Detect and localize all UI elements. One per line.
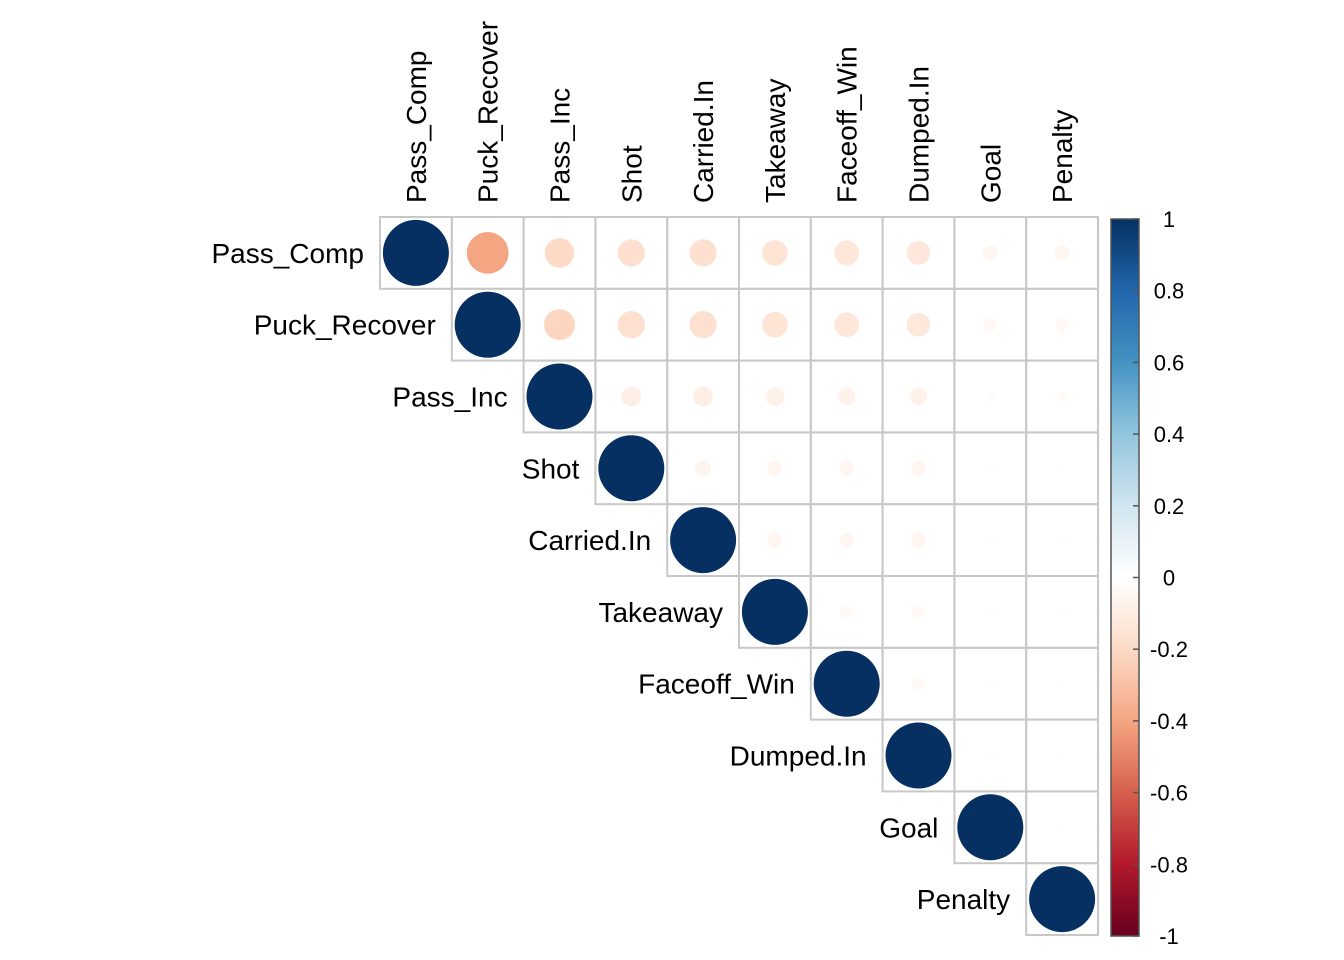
correlation-circle-Takeaway-Takeaway [741,578,808,645]
correlation-circle-Carried.In-Carried.In [670,507,737,574]
row-label: Takeaway [598,597,723,628]
column-label: Pass_Comp [401,50,432,203]
correlation-circle-Pass_Inc-Faceoff_Win [837,387,856,406]
row-label: Goal [879,812,938,843]
variable-labels: Pass_Comp Pass_Comp Puck_Recover Puck_Recov… [211,21,1078,915]
column-label: Pass_Inc [545,88,576,203]
colorbar-tick-label: 0.4 [1154,422,1185,447]
correlation-circle-Dumped.In-Dumped.In [885,722,952,789]
correlation-circle-Pass_Inc-Pass_Inc [526,363,593,430]
correlation-circle-Pass_Comp-Faceoff_Win [834,240,860,266]
colorbar-tick-label: -1 [1159,924,1179,949]
column-label: Takeaway [760,78,791,203]
correlation-circle-Takeaway-Penalty [1058,608,1066,616]
colorbar-legend: 1 0.8 0.6 0.4 0.2 0 -0.2 -0.4 -0.6 -0.8 -1 [1110,207,1188,949]
correlation-circle-Faceoff_Win-Faceoff_Win [813,650,880,717]
column-label: Dumped.In [904,66,935,203]
correlation-circle-Pass_Inc-Goal [985,391,995,402]
correlation-circles [382,219,1096,933]
column-label: Penalty [1047,110,1078,203]
correlation-circle-Shot-Shot [598,435,665,502]
colorbar-tick-label: -0.2 [1150,637,1188,662]
correlation-circle-Carried.In-Goal [987,536,994,544]
correlation-circle-Pass_Inc-Takeaway [765,387,785,406]
correlation-circle-Pass_Comp-Pass_Inc [544,238,575,268]
correlation-circle-Dumped.In-Penalty [1058,752,1066,759]
correlation-circle-Puck_Recover-Faceoff_Win [834,312,860,338]
correlation-circle-Pass_Inc-Dumped.In [909,387,928,406]
correlation-circle-Puck_Recover-Goal [983,318,997,332]
correlation-circle-Carried.In-Faceoff_Win [839,532,855,548]
grid-cell [1025,862,1099,937]
correlation-circle-Pass_Comp-Shot [617,239,645,267]
colorbar-tick-label: -0.8 [1150,852,1188,877]
correlation-circle-Pass_Comp-Carried.In [689,239,717,267]
row-label: Faceoff_Win [638,669,795,700]
correlation-circle-Pass_Comp-Puck_Recover [466,232,509,274]
correlation-circle-Puck_Recover-Carried.In [689,311,717,339]
correlation-circle-Takeaway-Faceoff_Win [840,605,854,619]
correlation-circle-Pass_Comp-Goal [982,245,998,261]
correlation-circle-Shot-Takeaway [767,460,783,476]
correlation-circle-Puck_Recover-Takeaway [762,311,788,338]
correlation-circle-Pass_Inc-Carried.In [693,386,713,407]
row-label: Carried.In [528,525,651,556]
correlation-circle-Dumped.In-Goal [987,752,994,759]
colorbar-tick-label: 0.2 [1154,494,1185,519]
correlation-circle-Shot-Penalty [1058,465,1066,472]
correlation-circle-Pass_Inc-Penalty [1057,391,1067,402]
correlation-circle-Carried.In-Takeaway [767,532,783,548]
grid [379,216,1099,937]
correlation-circle-Puck_Recover-Puck_Recover [454,291,521,358]
correlation-circle-Shot-Dumped.In [911,460,926,476]
correlation-circle-Pass_Comp-Dumped.In [906,241,931,265]
colorbar-tick-label: -0.4 [1150,709,1188,734]
correlation-circle-Faceoff_Win-Goal [987,680,994,687]
colorbar-tick-label: 0.8 [1154,279,1185,304]
correlation-circle-Shot-Faceoff_Win [839,460,855,476]
row-label: Puck_Recover [254,310,436,341]
column-label: Goal [975,144,1006,203]
column-label: Puck_Recover [473,21,504,203]
correlation-circle-Faceoff_Win-Penalty [1058,680,1066,687]
correlation-circle-Shot-Carried.In [695,460,712,477]
correlation-circle-Shot-Goal [987,465,994,472]
correlation-circle-Goal-Goal [957,794,1024,861]
colorbar-ticks: 1 0.8 0.6 0.4 0.2 0 -0.2 -0.4 -0.6 -0.8 -1 [1133,207,1188,949]
correlation-circle-Carried.In-Penalty [1058,536,1066,544]
row-label: Pass_Inc [392,382,507,413]
correlation-circle-Puck_Recover-Shot [617,311,645,339]
row-label: Pass_Comp [211,238,364,269]
colorbar-tick-label: 0.6 [1154,350,1185,375]
correlation-circle-Puck_Recover-Penalty [1055,318,1069,332]
correlation-circle-Takeaway-Goal [987,608,994,616]
correlation-circle-Pass_Comp-Takeaway [762,240,788,266]
colorbar-tick-label: 1 [1163,207,1175,232]
colorbar-tick-label: 0 [1163,566,1175,591]
correlation-circle-Penalty-Penalty [1029,866,1096,933]
row-label: Shot [522,453,580,484]
correlation-circle-Goal-Penalty [1058,824,1066,831]
correlation-circle-Carried.In-Dumped.In [911,532,926,548]
correlation-circle-Puck_Recover-Pass_Inc [544,309,575,341]
correlation-circle-Takeaway-Dumped.In [911,605,926,619]
column-label: Faceoff_Win [832,46,863,203]
column-label: Shot [616,145,647,203]
column-label: Carried.In [688,80,719,203]
correlation-circle-Pass_Comp-Penalty [1054,245,1070,261]
row-label: Penalty [917,884,1010,915]
row-label: Dumped.In [730,741,867,772]
correlation-circle-Faceoff_Win-Dumped.In [911,677,926,691]
correlation-circle-Pass_Comp-Pass_Comp [382,219,449,286]
correlation-circle-Pass_Inc-Shot [621,386,642,407]
correlation-circle-Puck_Recover-Dumped.In [906,312,931,337]
colorbar-tick-label: -0.6 [1150,781,1188,806]
